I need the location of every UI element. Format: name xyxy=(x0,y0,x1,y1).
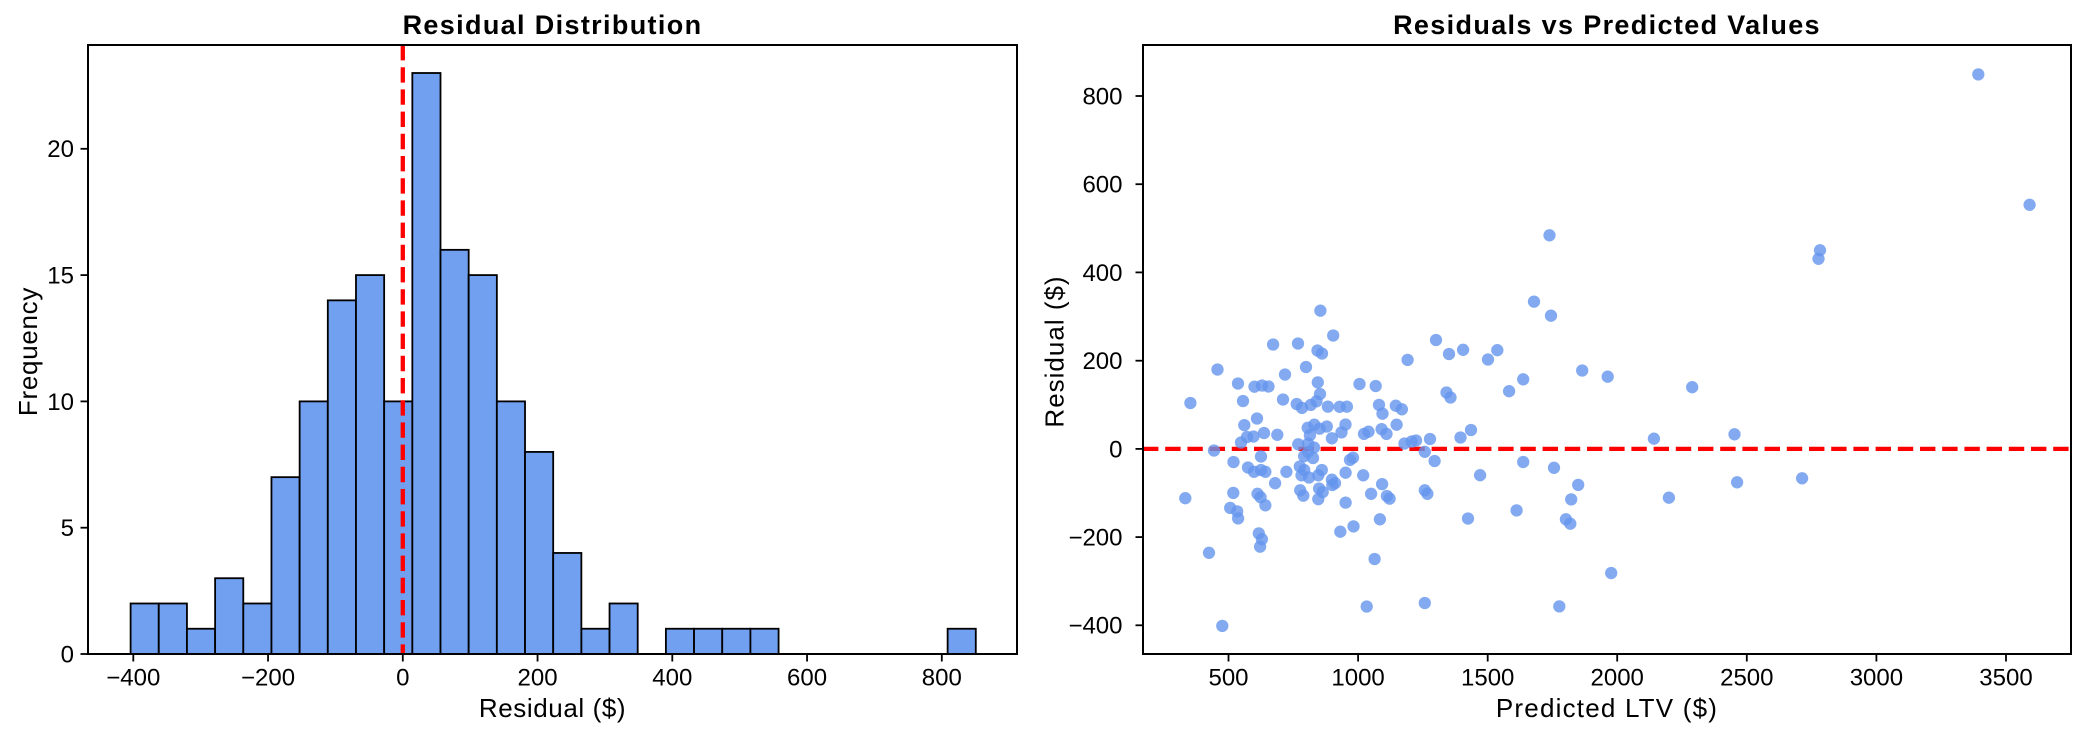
svg-text:Residual ($): Residual ($) xyxy=(479,693,626,723)
svg-text:600: 600 xyxy=(1082,172,1122,199)
svg-text:15: 15 xyxy=(47,263,74,290)
svg-text:−200: −200 xyxy=(1068,525,1122,552)
svg-text:800: 800 xyxy=(922,665,962,692)
svg-text:1000: 1000 xyxy=(1331,665,1384,692)
svg-text:400: 400 xyxy=(652,665,692,692)
svg-text:500: 500 xyxy=(1208,665,1248,692)
svg-text:0: 0 xyxy=(61,641,74,668)
svg-text:−400: −400 xyxy=(1068,613,1122,640)
svg-text:Residual ($): Residual ($) xyxy=(1040,275,1070,427)
svg-text:200: 200 xyxy=(1082,348,1122,375)
svg-text:Frequency: Frequency xyxy=(13,287,43,416)
svg-text:2500: 2500 xyxy=(1720,665,1773,692)
svg-text:600: 600 xyxy=(787,665,827,692)
svg-text:800: 800 xyxy=(1082,83,1122,110)
svg-text:20: 20 xyxy=(47,136,74,163)
svg-text:5: 5 xyxy=(61,515,74,542)
svg-text:3000: 3000 xyxy=(1850,665,1903,692)
svg-text:Residual Distribution: Residual Distribution xyxy=(403,10,703,40)
svg-text:Predicted LTV ($): Predicted LTV ($) xyxy=(1496,693,1718,723)
svg-text:−200: −200 xyxy=(241,665,295,692)
svg-text:Residuals vs Predicted Values: Residuals vs Predicted Values xyxy=(1393,10,1821,40)
svg-text:0: 0 xyxy=(396,665,409,692)
svg-text:10: 10 xyxy=(47,389,74,416)
svg-text:2000: 2000 xyxy=(1591,665,1644,692)
svg-text:−400: −400 xyxy=(106,665,160,692)
svg-text:200: 200 xyxy=(518,665,558,692)
svg-text:0: 0 xyxy=(1109,436,1122,463)
svg-text:400: 400 xyxy=(1082,260,1122,287)
svg-text:1500: 1500 xyxy=(1461,665,1514,692)
svg-text:3500: 3500 xyxy=(1979,665,2032,692)
